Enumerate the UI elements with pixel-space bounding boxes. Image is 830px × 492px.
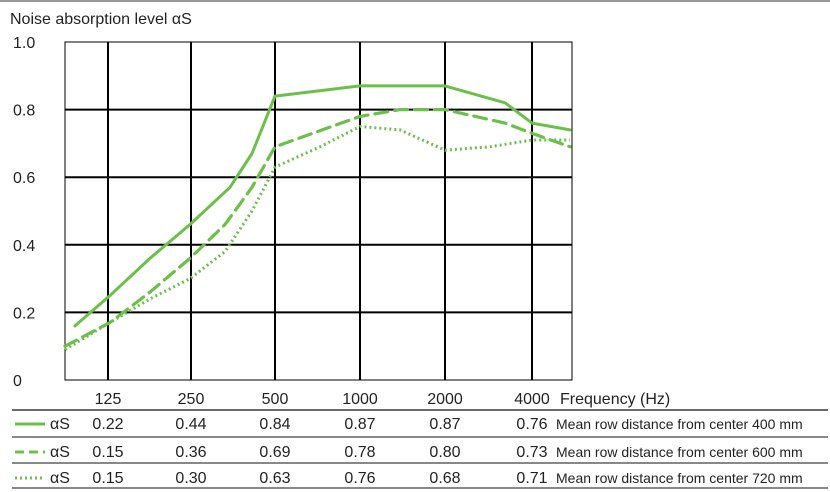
value-label: 0.76	[344, 470, 375, 487]
x-tick-label: 250	[178, 391, 205, 408]
value-label: 0.15	[92, 444, 123, 461]
value-label: 0.76	[516, 416, 547, 433]
value-label: 0.68	[429, 470, 460, 487]
legend-description: Mean row distance from center 600 mm	[556, 444, 803, 460]
y-tick-label: 0.6	[13, 170, 35, 187]
x-axis-title: Frequency (Hz)	[560, 391, 670, 408]
value-label: 0.87	[429, 416, 460, 433]
value-label: 0.73	[516, 444, 547, 461]
value-label: 0.78	[344, 444, 375, 461]
legend-symbol: αS	[50, 416, 70, 433]
y-tick-label: 0.4	[13, 238, 35, 255]
value-label: 0.15	[92, 470, 123, 487]
plot-frame	[64, 41, 573, 381]
value-label: 0.44	[175, 416, 206, 433]
y-tick-label: 0.8	[13, 103, 35, 120]
legend-description: Mean row distance from center 720 mm	[556, 470, 803, 486]
series-line-2	[63, 107, 572, 348]
value-label: 0.22	[92, 416, 123, 433]
y-tick-label: 1.0	[13, 35, 35, 52]
value-label: 0.63	[259, 470, 290, 487]
value-label: 0.80	[429, 444, 460, 461]
value-label: 0.71	[516, 470, 547, 487]
value-label: 0.84	[259, 416, 290, 433]
legend-description: Mean row distance from center 400 mm	[556, 416, 803, 432]
series-line-1	[73, 84, 572, 328]
top-rule	[0, 0, 830, 2]
series-line-3	[64, 125, 570, 351]
x-tick-label: 2000	[427, 391, 463, 408]
y-tick-label: 0	[13, 373, 22, 390]
value-label: 0.36	[175, 444, 206, 461]
y-tick-label: 0.2	[13, 305, 35, 322]
value-label: 0.69	[259, 444, 290, 461]
x-tick-label: 125	[95, 391, 122, 408]
x-tick-label: 500	[262, 391, 289, 408]
value-label: 0.30	[175, 470, 206, 487]
legend-symbol: αS	[50, 470, 70, 487]
y-axis-title: Noise absorption level αS	[10, 11, 192, 28]
legend-symbol: αS	[50, 444, 70, 461]
value-label: 0.87	[344, 416, 375, 433]
x-tick-label: 4000	[514, 391, 550, 408]
x-tick-label: 1000	[342, 391, 378, 408]
